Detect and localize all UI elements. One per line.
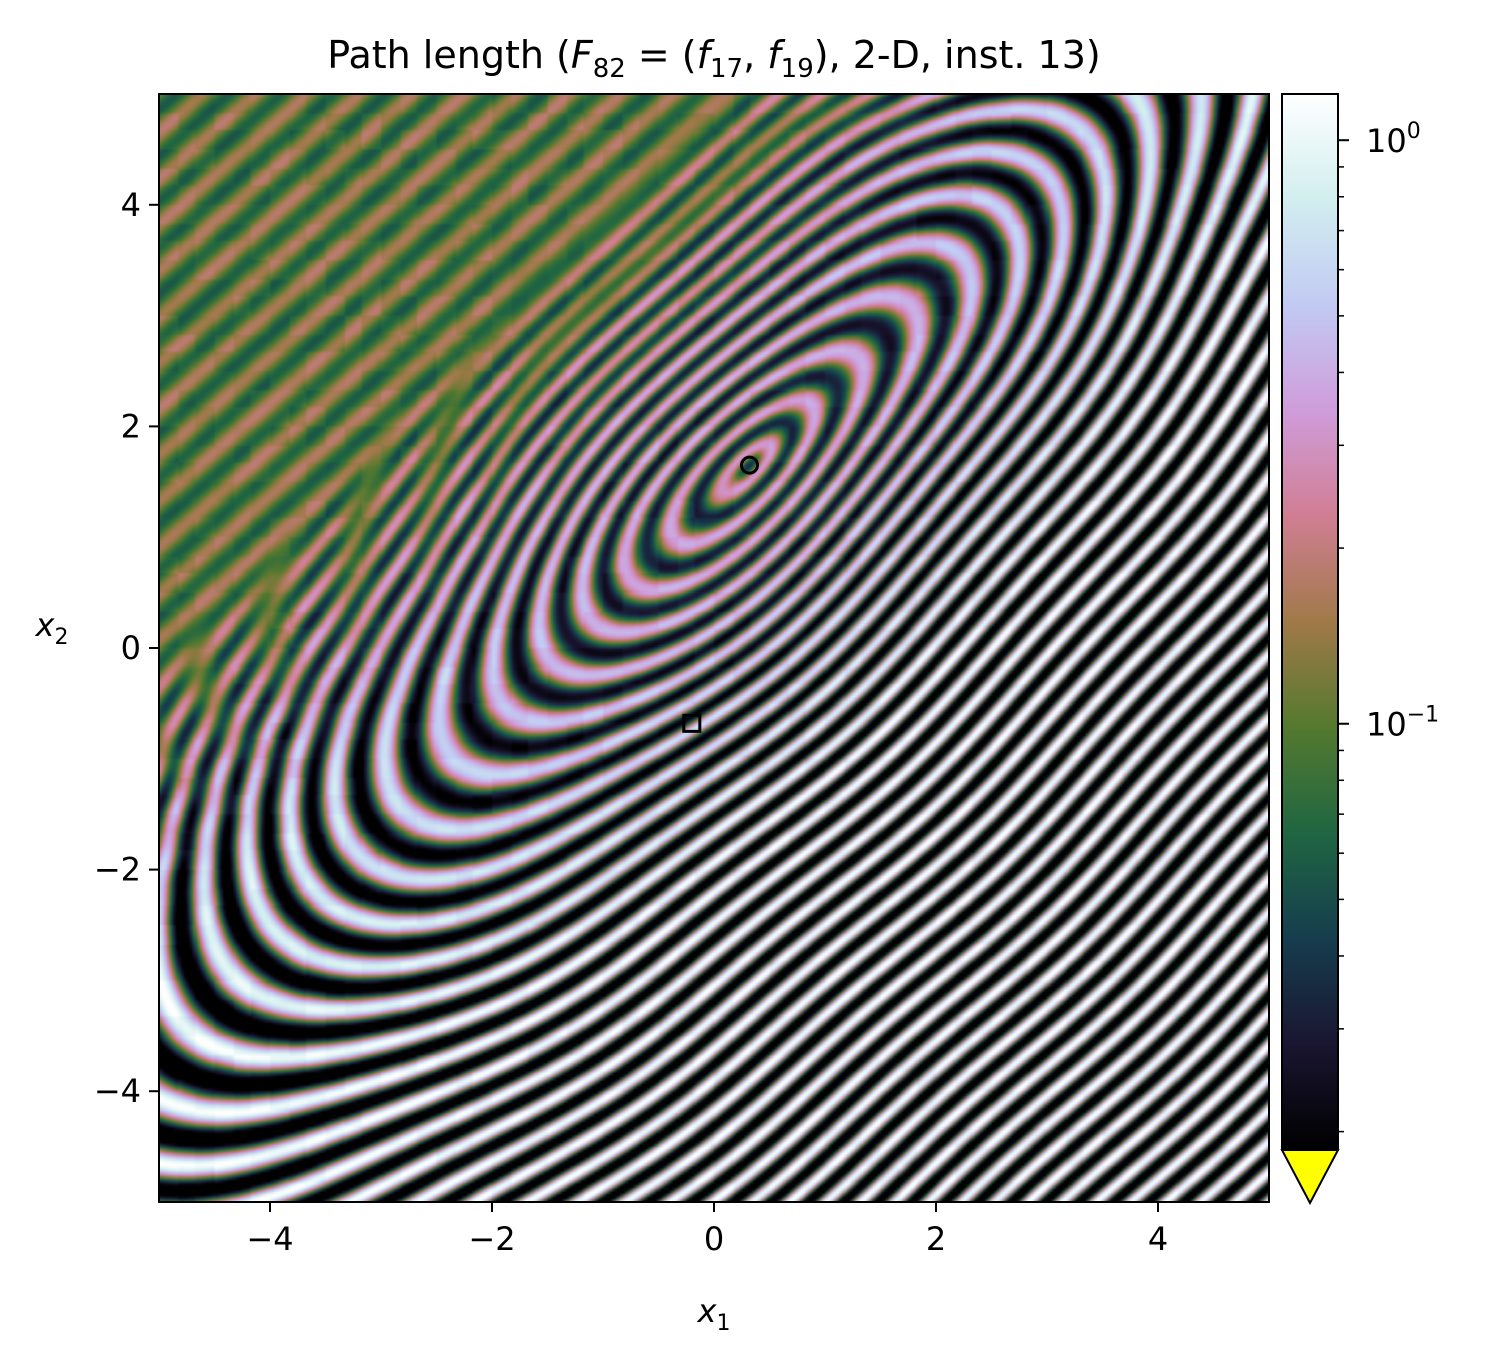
chart-title: Path length (F82 = (f17, f19), 2-D, inst…: [327, 33, 1100, 84]
colorbar-body: [1282, 94, 1338, 1150]
x-tick-label: −2: [468, 1220, 515, 1258]
y-tick-label: 2: [121, 407, 141, 445]
x-axis: −4 −2 0 2 4: [246, 1202, 1168, 1258]
x-tick-label: 2: [926, 1220, 946, 1258]
marker-square: [682, 713, 702, 733]
marker-circle: [740, 455, 760, 475]
y-tick-label: 4: [121, 186, 141, 224]
y-tick-label: −4: [94, 1072, 141, 1110]
x-tick-label: −4: [246, 1220, 293, 1258]
colorbar-tick-label: 100: [1366, 119, 1421, 160]
x-tick-label: 4: [1148, 1220, 1168, 1258]
plot-area: [158, 93, 1270, 1203]
colorbar-frame: [1281, 93, 1339, 1151]
colorbar-ticks: 100 10−1: [1338, 119, 1439, 1133]
x-axis-label: x1: [697, 1292, 731, 1336]
colorbar-extend-min: [1280, 1149, 1340, 1206]
y-tick-label: −2: [94, 851, 141, 889]
y-axis-label: x2: [35, 606, 69, 650]
heatmap-image: [159, 94, 1269, 1202]
colorbar: 100 10−1: [1280, 93, 1439, 1206]
x-tick-label: 0: [704, 1220, 724, 1258]
y-tick-label: 0: [121, 629, 141, 667]
colorbar-tick-label: 10−1: [1366, 703, 1439, 744]
y-axis: 4 2 0 −2 −4: [94, 186, 159, 1110]
markers-layer: [682, 455, 760, 733]
